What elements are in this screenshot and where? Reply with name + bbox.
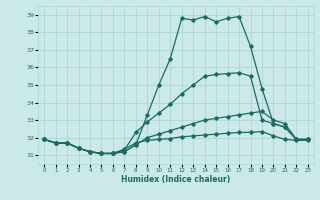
X-axis label: Humidex (Indice chaleur): Humidex (Indice chaleur) (121, 175, 231, 184)
